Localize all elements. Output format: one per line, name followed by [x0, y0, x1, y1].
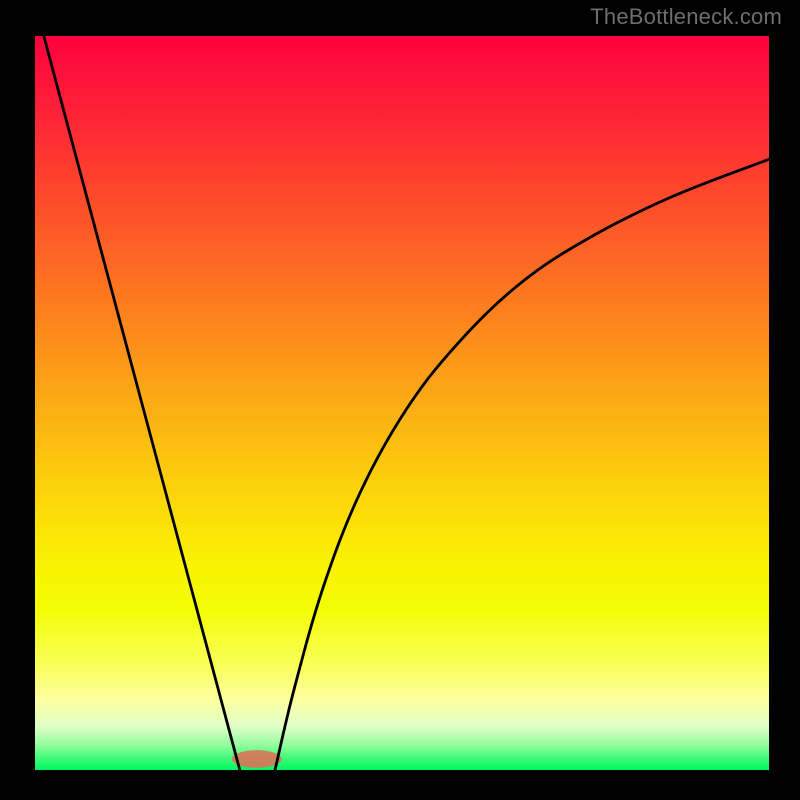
plot-background	[35, 36, 769, 770]
bottleneck-chart	[0, 0, 800, 800]
watermark-text: TheBottleneck.com	[590, 4, 782, 30]
chart-container: TheBottleneck.com	[0, 0, 800, 800]
